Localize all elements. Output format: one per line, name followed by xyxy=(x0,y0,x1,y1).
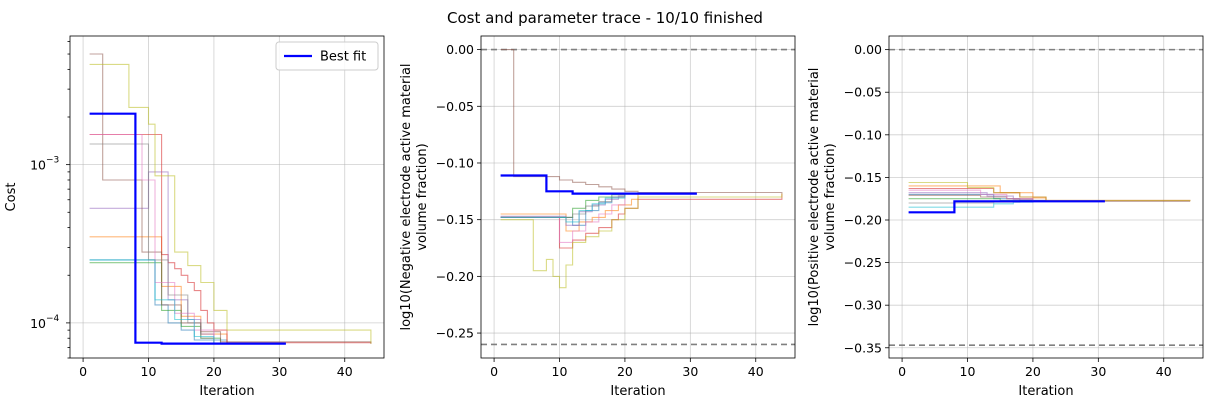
y-tick-label: 10 xyxy=(30,316,46,331)
x-axis-label: Iteration xyxy=(199,384,254,399)
y-axis-label: log10(Positive electrode active material xyxy=(807,68,822,327)
trace-line xyxy=(908,189,1034,202)
y-tick-exponent: −3 xyxy=(46,156,59,166)
y-tick-label: −0.15 xyxy=(436,212,474,227)
best-fit-line xyxy=(89,112,286,345)
trace-line xyxy=(89,259,228,344)
y-axis-label: Cost xyxy=(4,183,19,212)
best-fit-line xyxy=(908,200,1105,214)
trace-line xyxy=(89,133,372,344)
y-tick-exponent: −4 xyxy=(46,314,60,324)
y-tick-label: −0.15 xyxy=(844,170,882,185)
traces xyxy=(500,49,783,289)
trace-line xyxy=(500,193,626,243)
trace-line xyxy=(89,171,215,344)
traces xyxy=(908,181,1191,214)
negative-electrode-panel: 0 10 20 30 40 0.00 −0.05 −0.10 −0.15 −0.20 −0.25 It… xyxy=(399,35,796,399)
trace-line xyxy=(89,236,228,344)
y-tick-label: −0.25 xyxy=(844,255,882,270)
trace-line xyxy=(500,193,626,223)
x-tick-label: 40 xyxy=(1156,364,1172,379)
x-tick-label: 0 xyxy=(79,364,87,379)
legend-box xyxy=(275,41,379,71)
y-tick-label: 0.00 xyxy=(854,42,882,57)
trace-line xyxy=(500,49,783,194)
axes-frame xyxy=(69,35,385,359)
x-tick-label: 10 xyxy=(960,364,976,379)
x-tick-label: 30 xyxy=(682,364,698,379)
y-tick-label: −0.20 xyxy=(844,213,882,228)
trace-line xyxy=(89,259,215,344)
x-tick-label: 0 xyxy=(898,364,906,379)
x-tick-label: 20 xyxy=(206,364,222,379)
x-tick-label: 40 xyxy=(748,364,764,379)
traces xyxy=(89,53,372,345)
y-tick-label: −0.35 xyxy=(844,340,882,355)
y-tick-label: 0.00 xyxy=(446,42,474,57)
axes-frame xyxy=(888,35,1204,359)
y-tick-label: 10 xyxy=(30,158,46,173)
trace-line xyxy=(89,63,372,344)
x-tick-label: 10 xyxy=(141,364,157,379)
y-tick-label: −0.30 xyxy=(844,298,882,313)
y-tick-label: −0.05 xyxy=(436,99,474,114)
trace-line xyxy=(89,143,215,344)
y-axis-label: log10(Negative electrode active material xyxy=(399,63,414,330)
positive-electrode-panel: 0 10 20 30 40 0.00 −0.05 −0.10 −0.15 −0.20 −0.25 −0… xyxy=(807,35,1204,399)
y-tick-label: −0.20 xyxy=(436,269,474,284)
x-tick-label: 20 xyxy=(617,364,633,379)
y-axis-label-line2: volume fraction) xyxy=(415,143,430,250)
best-fit-line xyxy=(500,174,697,195)
x-tick-label: 40 xyxy=(337,364,353,379)
legend-label: Best fit xyxy=(320,50,366,65)
x-tick-label: 10 xyxy=(552,364,568,379)
x-axis-label: Iteration xyxy=(1018,384,1073,399)
x-tick-label: 30 xyxy=(1090,364,1106,379)
x-tick-label: 20 xyxy=(1025,364,1041,379)
x-tick-label: 30 xyxy=(271,364,287,379)
y-tick-label: −0.05 xyxy=(844,85,882,100)
axes-frame xyxy=(480,35,796,359)
y-tick-label: −0.25 xyxy=(436,326,474,341)
legend: Best fit xyxy=(275,41,379,71)
trace-line xyxy=(908,192,1034,202)
figure-title: Cost and parameter trace - 10/10 finishe… xyxy=(447,9,763,27)
x-tick-label: 0 xyxy=(490,364,498,379)
trace-line xyxy=(89,53,372,344)
trace-line xyxy=(500,193,783,289)
x-axis-label: Iteration xyxy=(610,384,665,399)
y-tick-label: −0.10 xyxy=(844,127,882,142)
y-tick-label: −0.10 xyxy=(436,155,474,170)
trace-line xyxy=(500,193,783,249)
trace-line xyxy=(89,133,215,344)
y-axis-label-line2: volume fraction) xyxy=(823,143,838,250)
